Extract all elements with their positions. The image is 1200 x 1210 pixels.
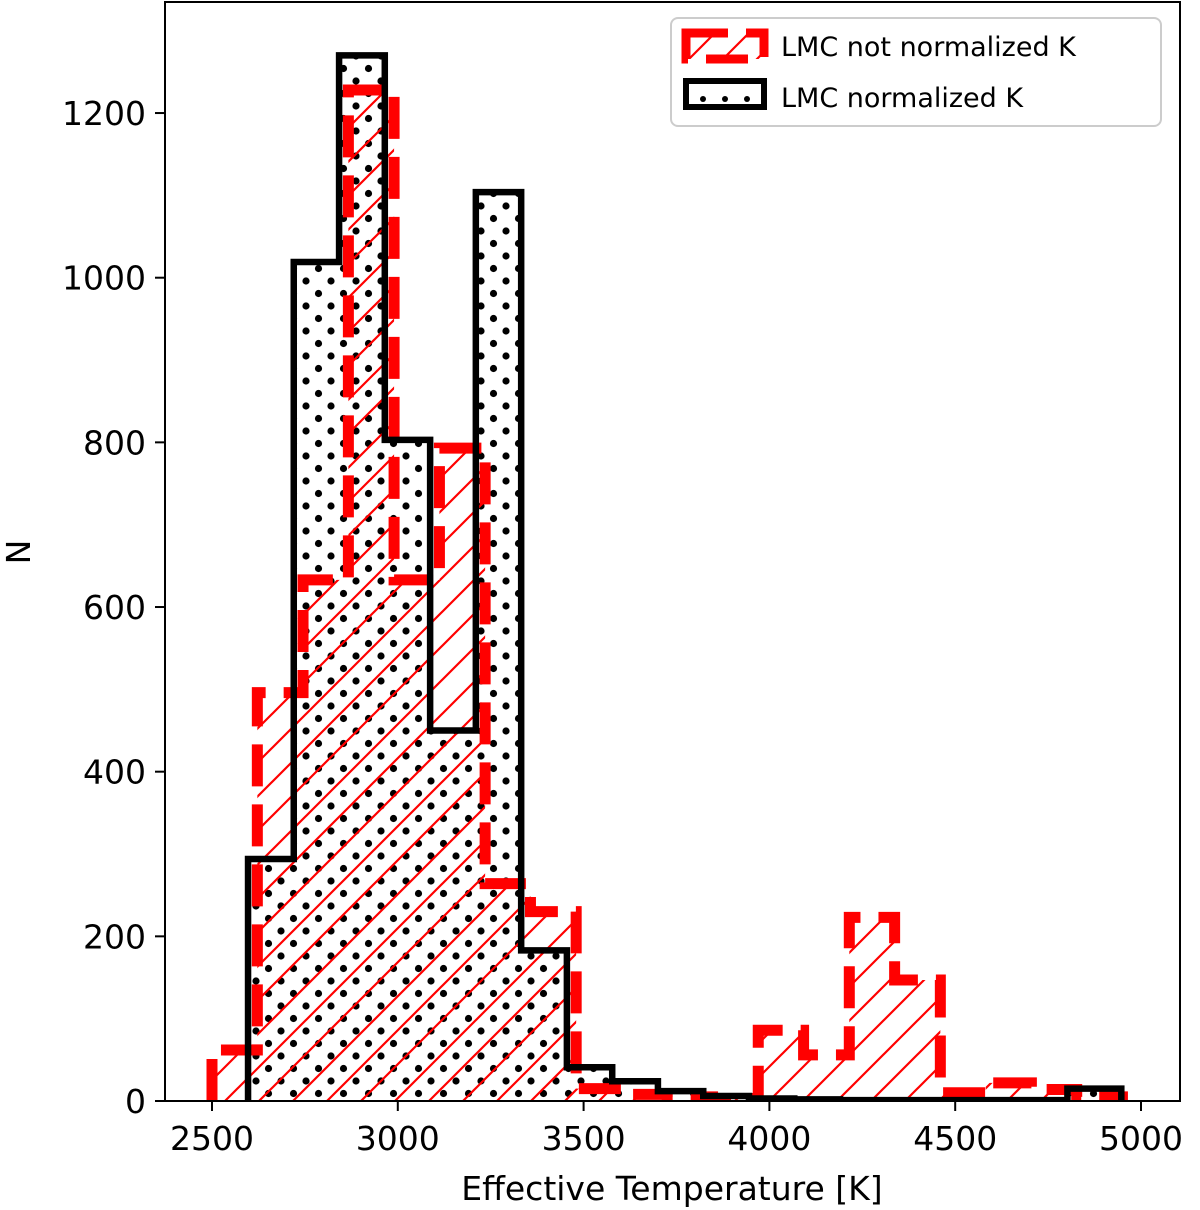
plot-area: [206, 52, 1128, 1101]
y-axis-title: N: [0, 540, 38, 565]
y-tick-label: 600: [83, 588, 146, 627]
axes-frame: [164, 1, 1181, 1102]
legend-label: LMC not normalized K: [781, 32, 1077, 63]
y-axis: 0 200 400 600 800 1000 1200: [62, 94, 165, 1121]
y-tick-label: 1200: [62, 94, 146, 133]
legend-item-normalized: LMC normalized K: [683, 78, 1024, 114]
legend-item-not-normalized: LMC not normalized K: [681, 28, 1077, 64]
legend: LMC not normalized K LMC normalized K: [670, 17, 1162, 127]
legend-swatch-black-dots: [683, 78, 767, 110]
x-axis: 2500 3000 3500 4000 4500 5000: [170, 1101, 1183, 1158]
x-tick-label: 5000: [1099, 1119, 1183, 1158]
x-axis-title: Effective Temperature [K]: [461, 1169, 882, 1208]
x-tick-label: 3000: [356, 1119, 440, 1158]
y-tick-label: 800: [83, 423, 146, 462]
legend-box: [670, 17, 1162, 127]
y-tick-label: 0: [125, 1082, 146, 1121]
x-tick-label: 3500: [542, 1119, 626, 1158]
not-normalized-hatch-fill: [212, 89, 1123, 1101]
series-not-normalized-fill: [212, 89, 1123, 1101]
x-tick-label: 4500: [913, 1119, 997, 1158]
y-tick-label: 1000: [62, 259, 146, 298]
y-tick-label: 200: [83, 917, 146, 956]
y-tick-label: 400: [83, 753, 146, 792]
legend-label: LMC normalized K: [781, 83, 1024, 114]
legend-swatch-red-hatch: [681, 28, 769, 64]
x-tick-label: 2500: [170, 1119, 254, 1158]
series-not-normalized-outline: [206, 84, 1128, 1101]
x-tick-label: 4000: [727, 1119, 811, 1158]
